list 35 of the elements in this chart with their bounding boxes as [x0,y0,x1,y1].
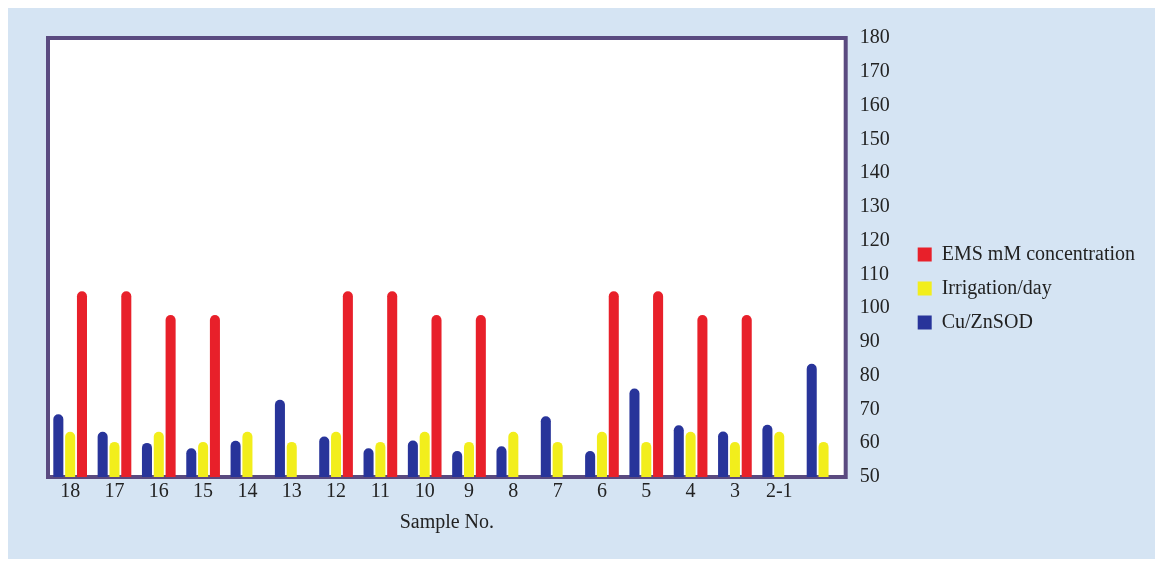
x-tick-label: 14 [237,479,258,502]
x-tick-label: 5 [641,479,652,502]
legend-label: EMS mM concentration [941,241,1136,264]
y-tick-label: 170 [859,59,890,82]
y-tick-label: 130 [859,194,890,217]
y-tick-label: 60 [859,430,880,453]
y-tick-label: 50 [859,464,880,487]
legend-label: Irrigation/day [941,275,1052,299]
y-tick-label: 120 [859,227,890,250]
x-tick-label: 15 [193,479,214,502]
y-tick-label: 80 [859,362,880,385]
x-tick-label: 6 [596,479,607,502]
x-tick-label: 7 [552,479,563,502]
x-tick-label: 18 [60,479,81,502]
y-tick-label: 160 [859,92,890,115]
x-tick-label: 8 [508,479,519,502]
x-tick-label: 13 [281,479,302,502]
y-tick-label: 100 [859,295,890,318]
y-tick-label: 70 [859,396,880,419]
y-tick-label: 90 [859,329,880,352]
x-tick-label: 10 [414,479,435,502]
y-tick-label: 150 [859,126,890,149]
legend-label: Cu/ZnSOD [941,309,1033,332]
x-tick-label: 16 [148,479,169,502]
y-tick-label: 110 [859,261,889,284]
x-tick-label: 17 [104,479,125,502]
y-tick-label: 180 [859,25,890,48]
x-tick-label: 3 [729,479,740,502]
x-tick-label: 4 [685,479,696,502]
x-tick-label: 11 [370,479,391,502]
x-tick-label: 9 [464,479,475,502]
x-tick-label: 12 [326,479,347,502]
x-tick-label: 2-1 [765,479,793,502]
y-tick-label: 140 [859,160,890,183]
x-axis-title: Sample No. [399,510,495,534]
